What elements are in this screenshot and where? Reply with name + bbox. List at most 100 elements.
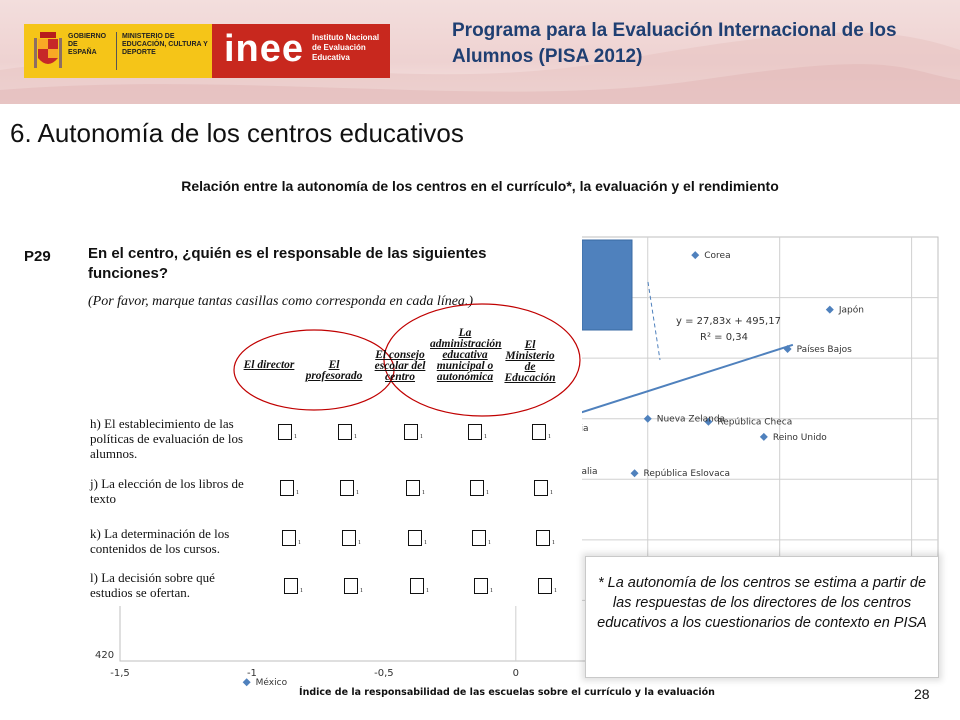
checkbox-code: 1 (426, 588, 429, 594)
inee-logo[interactable]: inee Instituto Nacional de Evaluación Ed… (212, 24, 390, 78)
checkbox-code: 1 (354, 434, 357, 440)
checkbox-code: 1 (356, 490, 359, 496)
checkbox-code: 1 (486, 490, 489, 496)
questionnaire-image: P29 En el centro, ¿quién es el responsab… (20, 236, 582, 606)
data-point-label: Corea (704, 251, 730, 261)
response-checkbox[interactable] (342, 530, 356, 546)
question-instructions: (Por favor, marque tantas casillas como … (88, 294, 474, 309)
data-point-label: Reino Unido (773, 433, 827, 443)
response-checkbox[interactable] (470, 480, 484, 496)
checkbox-code: 1 (300, 588, 303, 594)
checkbox-code: 1 (360, 588, 363, 594)
checkbox-code: 1 (358, 540, 361, 546)
column-ministerio: El Ministerio de Educación (504, 339, 556, 384)
inee-wordmark: inee (224, 28, 305, 70)
x-tick-label: 0 (513, 668, 519, 679)
checkbox-code: 1 (422, 490, 425, 496)
gobierno-logo[interactable]: GOBIERNO DE ESPAÑA MINISTERIO DE EDUCACI… (24, 24, 212, 78)
row-label-h: h) El establecimiento de las políticas d… (90, 416, 244, 461)
methodology-note: * La autonomía de los centros se estima … (585, 556, 939, 678)
partial-label-talia: talia (578, 467, 598, 477)
response-checkbox[interactable] (474, 578, 488, 594)
x-tick-label: -1,5 (110, 668, 130, 679)
response-checkbox[interactable] (532, 424, 546, 440)
data-point-marker (630, 469, 639, 478)
x-axis-ticks: -1,5 -1 -0,5 0 (110, 668, 519, 679)
data-point-label: República Checa (717, 418, 792, 428)
response-checkbox[interactable] (538, 578, 552, 594)
data-point-marker (643, 414, 652, 423)
response-checkbox[interactable] (534, 480, 548, 496)
ministerio-text: MINISTERIO DE EDUCACIÓN, CULTURA Y DEPOR… (122, 33, 208, 56)
question-number: P29 (24, 248, 51, 265)
x-axis-title: Índice de la responsabilidad de las escu… (299, 686, 715, 698)
checkbox-code: 1 (488, 540, 491, 546)
program-title: Programa para la Evaluación Internaciona… (452, 20, 897, 67)
response-checkbox[interactable] (404, 424, 418, 440)
trendline-callout (647, 281, 661, 361)
checkbox-code: 1 (298, 540, 301, 546)
response-checkbox[interactable] (472, 530, 486, 546)
response-checkbox[interactable] (340, 480, 354, 496)
checkbox-code: 1 (296, 490, 299, 496)
partial-bar-shape (581, 239, 633, 331)
data-point-label: Nueva Zelanda (657, 415, 725, 425)
data-point-label: República Eslovaca (644, 469, 731, 479)
x-tick-label: -1 (247, 668, 257, 679)
data-point-marker (759, 432, 768, 441)
row-label-k: k) La determinación de los contenidos de… (90, 526, 230, 556)
trendline-r2: R² = 0,34 (700, 332, 748, 343)
methodology-note-text: * La autonomía de los centros se estima … (597, 575, 927, 631)
checkbox-code: 1 (548, 434, 551, 440)
checkbox-code: 1 (552, 540, 555, 546)
question-text: En el centro, ¿quién es el responsable d… (88, 245, 487, 282)
data-point-marker (704, 417, 713, 426)
checkbox-code: 1 (424, 540, 427, 546)
y-tick-label: 420 (95, 650, 114, 661)
checkbox-code: 1 (550, 490, 553, 496)
response-checkbox[interactable] (280, 480, 294, 496)
column-director: El director (243, 359, 295, 371)
response-checkbox[interactable] (344, 578, 358, 594)
page-number: 28 (914, 686, 930, 702)
checkbox-code: 1 (420, 434, 423, 440)
x-tick-label: -0,5 (374, 668, 394, 679)
data-point-marker (691, 251, 700, 260)
column-consejo: El consejo escolar del centro (374, 349, 426, 383)
coat-of-arms-icon (34, 32, 62, 68)
partial-label-lia: lia (578, 424, 589, 434)
data-point-label: Países Bajos (797, 345, 853, 355)
section-title: 6. Autonomía de los centros educativos (10, 118, 464, 148)
data-point-marker (825, 305, 834, 314)
response-checkbox[interactable] (406, 480, 420, 496)
checkbox-code: 1 (490, 588, 493, 594)
response-checkbox[interactable] (410, 578, 424, 594)
response-checkbox[interactable] (408, 530, 422, 546)
data-points: Corea Japón Países Bajos República ChecaNue… (242, 251, 864, 688)
inee-subtitle: Instituto Nacional de Evaluación Educati… (312, 33, 380, 62)
data-point-marker (783, 345, 792, 354)
response-checkbox[interactable] (284, 578, 298, 594)
response-checkbox[interactable] (282, 530, 296, 546)
row-label-j: j) La elección de los libros de texto (90, 476, 244, 506)
data-point-label: México (256, 677, 288, 688)
data-point-label: Japón (838, 305, 864, 316)
column-profesorado: El profesorado (305, 359, 363, 382)
checkbox-code: 1 (294, 434, 297, 440)
header-banner: GOBIERNO DE ESPAÑA MINISTERIO DE EDUCACI… (0, 0, 960, 104)
header-wave-decoration (0, 32, 960, 104)
highlight-ovals (233, 303, 581, 417)
checkbox-code: 1 (484, 434, 487, 440)
response-checkbox[interactable] (278, 424, 292, 440)
logo-divider (116, 32, 117, 70)
row-label-l: l) La decisión sobre qué estudios se ofe… (90, 570, 215, 600)
gobierno-text: GOBIERNO DE ESPAÑA (68, 33, 107, 56)
column-administracion: La administración educativa municipal o … (430, 327, 502, 383)
trendline-equation: y = 27,83x + 495,17 (676, 316, 781, 327)
slide-subtitle: Relación entre la autonomía de los centr… (181, 178, 779, 194)
response-checkbox[interactable] (468, 424, 482, 440)
response-checkbox[interactable] (338, 424, 352, 440)
checkbox-code: 1 (554, 588, 557, 594)
response-checkbox[interactable] (536, 530, 550, 546)
data-point-marker (242, 678, 251, 687)
